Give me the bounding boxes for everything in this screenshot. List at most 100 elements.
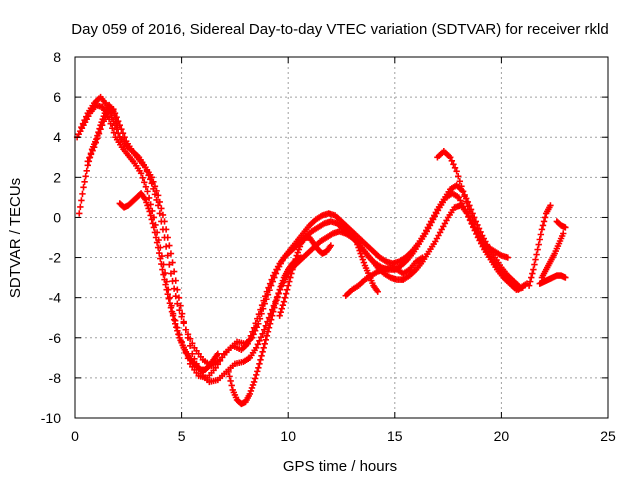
series-track-7: [276, 234, 335, 319]
y-tick-label: 2: [53, 169, 61, 185]
data-point: [450, 161, 457, 168]
data-point: [259, 305, 267, 312]
data-point: [547, 202, 554, 209]
data-point: [160, 271, 167, 278]
chart-title: Day 059 of 2016, Sidereal Day-to-day VTE…: [71, 21, 608, 38]
data-point: [84, 162, 91, 169]
data-point: [530, 266, 537, 273]
data-point: [458, 183, 465, 190]
data-point: [286, 278, 293, 285]
data-point: [261, 300, 268, 307]
x-tick-label: 20: [494, 428, 510, 444]
data-point: [166, 242, 173, 249]
data-point: [162, 243, 170, 250]
data-point: [150, 178, 157, 186]
data-point: [504, 254, 511, 261]
data-point: [78, 197, 85, 204]
data-point: [87, 150, 95, 157]
data-point: [147, 201, 154, 208]
data-point: [276, 312, 283, 319]
data-point: [289, 266, 296, 273]
data-point: [279, 277, 287, 284]
data-point: [539, 222, 547, 229]
data-point: [97, 121, 104, 129]
data-point: [253, 324, 260, 331]
data-point: [82, 113, 90, 120]
data-point: [419, 254, 426, 261]
data-point: [111, 111, 118, 119]
data-point: [453, 168, 460, 175]
data-point: [540, 218, 548, 225]
tick-labels: 0 5 10 15 20 25 -10 -8 -6 -4 -2 0 2 4 6 8: [41, 49, 616, 444]
data-point: [282, 290, 290, 297]
data-point: [296, 243, 304, 250]
data-point: [359, 256, 367, 263]
data-point: [79, 190, 86, 198]
data-point: [228, 382, 235, 389]
data-point: [250, 378, 258, 386]
data-point: [254, 368, 261, 375]
data-point: [475, 225, 483, 232]
data-point: [225, 368, 232, 376]
data-point: [261, 340, 268, 347]
data-point: [80, 184, 87, 191]
data-point: [166, 299, 174, 307]
data-point: [94, 132, 101, 139]
data-point: [177, 302, 184, 309]
data-point: [173, 324, 180, 331]
data-point: [292, 255, 299, 263]
data-point: [159, 266, 166, 273]
data-point: [154, 244, 162, 251]
data-point: [81, 178, 88, 186]
data-point: [247, 387, 255, 395]
x-tick-label: 10: [280, 428, 296, 444]
data-point: [184, 334, 192, 341]
data-point: [162, 281, 169, 288]
data-point: [152, 234, 160, 241]
data-point: [279, 301, 287, 309]
data-point: [469, 217, 476, 224]
data-point: [269, 312, 276, 319]
x-tick-label: 5: [178, 428, 186, 444]
data-point: [93, 136, 100, 143]
y-axis-label: SDTVAR / TECUs: [7, 178, 24, 298]
data-point: [161, 276, 168, 283]
data-point: [82, 173, 89, 180]
data-point: [144, 202, 151, 209]
data-point: [251, 327, 259, 334]
data-point: [515, 286, 522, 293]
x-axis-label: GPS time / hours: [283, 458, 397, 475]
series-track-2: [78, 93, 531, 370]
series-track-11: [525, 202, 554, 289]
data-point: [78, 123, 85, 131]
data-point: [472, 218, 480, 225]
data-point: [271, 274, 278, 281]
data-point: [174, 327, 181, 334]
data-point: [532, 256, 539, 263]
data-point: [290, 262, 297, 270]
data-point: [534, 246, 541, 253]
data-point: [146, 208, 153, 215]
data-point: [358, 253, 365, 260]
data-point: [176, 307, 183, 314]
data-point: [96, 125, 103, 132]
data-point: [272, 270, 280, 277]
data-point: [164, 290, 171, 298]
data-point: [277, 309, 284, 316]
y-tick-label: 0: [53, 209, 61, 225]
data-point: [164, 234, 171, 241]
x-tick-label: 15: [387, 428, 403, 444]
data-point: [253, 344, 260, 352]
data-point: [262, 336, 270, 343]
data-point: [151, 229, 159, 236]
data-point: [266, 286, 273, 294]
data-point: [149, 220, 157, 227]
series-track-4: [76, 101, 121, 217]
data-point: [110, 107, 117, 115]
y-tick-label: 4: [53, 129, 61, 145]
data-point: [98, 118, 105, 126]
data-point: [145, 205, 152, 212]
data-point: [459, 188, 467, 195]
data-point: [142, 183, 150, 191]
data-point: [86, 154, 94, 161]
